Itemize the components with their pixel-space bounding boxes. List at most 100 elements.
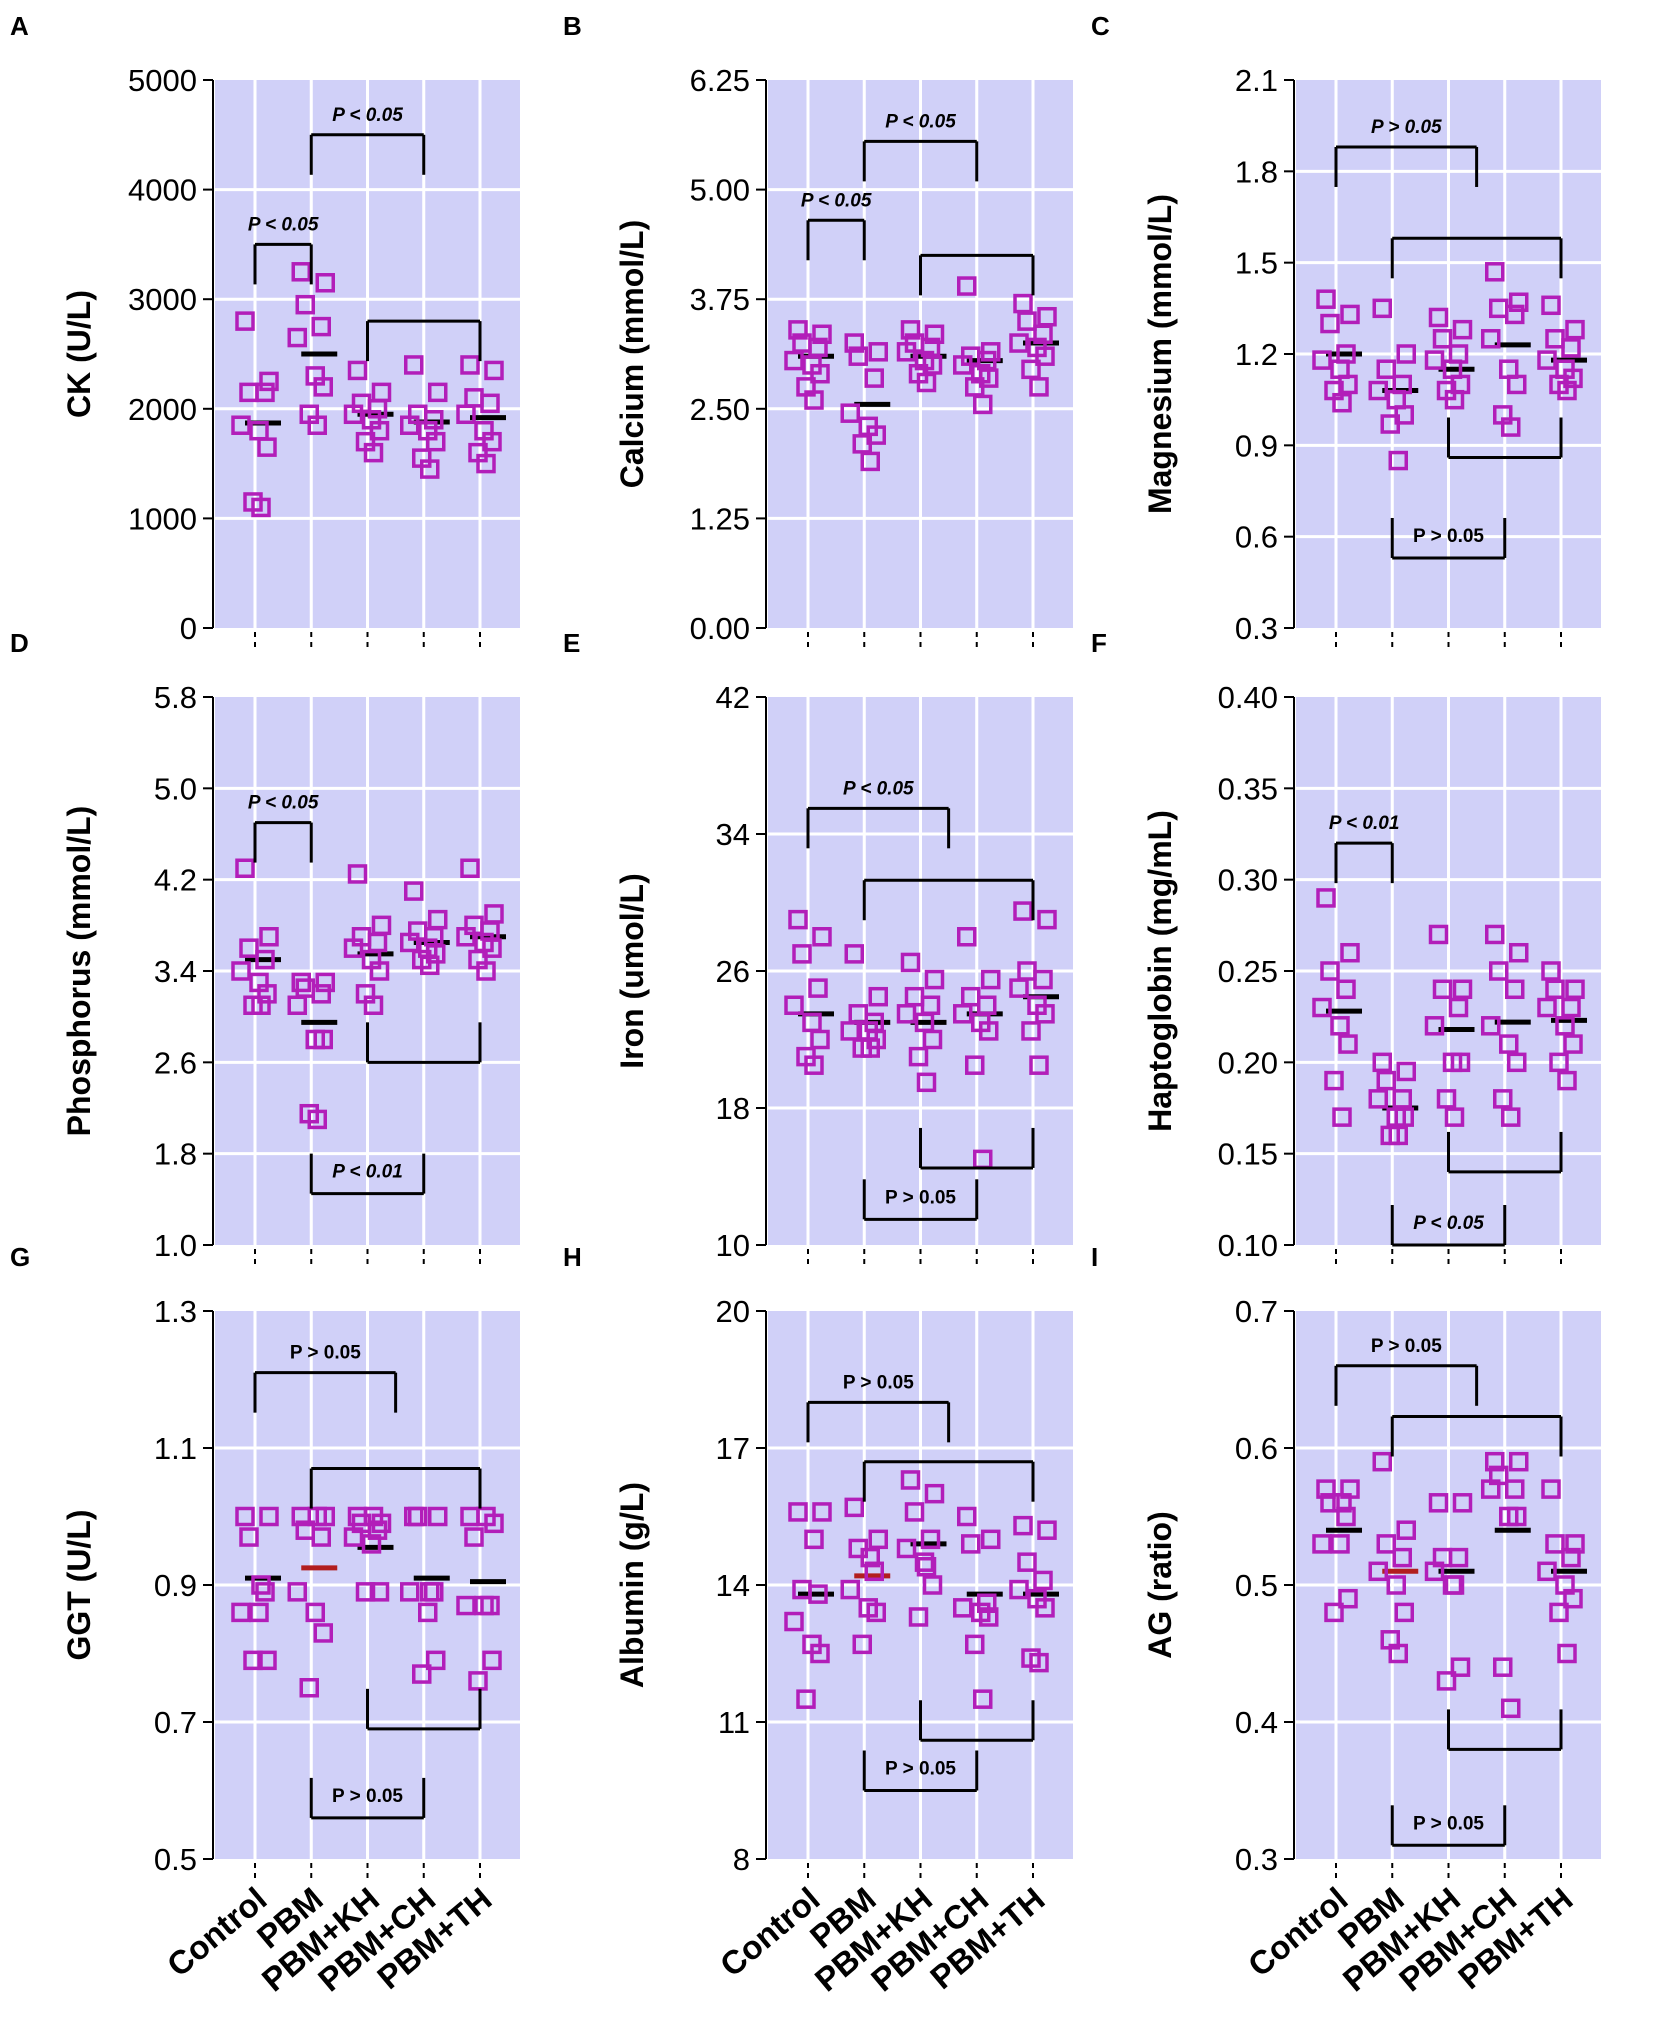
y-tick-label: 0.6 <box>1235 1431 1278 1466</box>
p-value-label: P > 0.05 <box>885 1759 956 1780</box>
data-point <box>1336 1506 1356 1527</box>
data-point <box>468 1671 488 1691</box>
data-point <box>369 1582 390 1602</box>
data-point <box>456 404 476 425</box>
panel-d: 1.0 1.8 2.6 3.4 4.2 5.0 5.8 Phosphorus (mmol/L)… <box>10 628 520 1267</box>
data-point <box>1428 1493 1449 1513</box>
data-point <box>313 1623 333 1643</box>
data-point <box>251 995 271 1015</box>
data-point <box>1501 1698 1521 1719</box>
y-tick-label: 18 <box>716 1091 750 1126</box>
y-axis-label: Haptoglobin (mg/mL) <box>1142 810 1178 1132</box>
data-point <box>1505 1479 1525 1499</box>
y-tick-label: 0.15 <box>1218 1137 1278 1172</box>
panel-letter: I <box>1091 1242 1098 1272</box>
data-point <box>1507 374 1527 395</box>
panel-i: 0.3 0.4 0.5 0.6 0.7 AG (ratio) I P > 0.05 P > 0.… <box>1091 1242 1601 1881</box>
data-point <box>860 451 880 472</box>
data-point <box>257 1650 277 1671</box>
data-point <box>313 1029 333 1050</box>
data-point <box>973 1689 993 1709</box>
data-point <box>343 1527 364 1547</box>
data-point <box>1376 359 1396 379</box>
data-point <box>900 1470 921 1490</box>
y-tick-label: 8 <box>733 1842 750 1877</box>
data-point <box>868 1529 888 1550</box>
y-tick-label: 10 <box>716 1228 750 1263</box>
data-point <box>953 1598 973 1618</box>
data-point <box>1396 344 1416 364</box>
data-point <box>428 382 448 403</box>
y-tick-label: 2.6 <box>154 1045 197 1080</box>
data-point <box>1388 450 1408 471</box>
data-point <box>299 1678 319 1698</box>
data-point <box>1549 1602 1569 1623</box>
data-point <box>922 1029 943 1050</box>
data-point <box>315 273 335 293</box>
data-point <box>428 1506 448 1527</box>
data-point <box>235 858 255 878</box>
data-point <box>812 1502 832 1522</box>
y-tick-label: 0.4 <box>1235 1705 1278 1740</box>
data-point <box>864 1561 884 1582</box>
y-axis-label: AG (ratio) <box>1142 1511 1178 1659</box>
data-point <box>1324 1070 1344 1091</box>
data-point <box>1561 997 1581 1018</box>
data-point <box>1485 924 1505 945</box>
p-value-label: P < 0.05 <box>885 111 956 132</box>
data-point <box>1332 1107 1352 1127</box>
data-point <box>844 333 864 353</box>
data-point <box>291 262 311 282</box>
data-point <box>1340 942 1360 963</box>
data-point <box>924 969 945 990</box>
data-point <box>400 415 420 435</box>
data-point <box>1424 1016 1445 1036</box>
data-point <box>900 952 921 973</box>
data-point <box>343 404 364 425</box>
data-point <box>1428 307 1449 328</box>
data-point <box>810 363 830 384</box>
data-point <box>1436 1089 1457 1109</box>
data-point <box>307 1109 327 1130</box>
data-point <box>1312 350 1332 370</box>
data-point <box>1565 979 1585 1000</box>
data-point <box>1505 304 1525 325</box>
data-point <box>896 1538 917 1559</box>
p-value-label: P > 0.05 <box>1371 1336 1442 1357</box>
data-point <box>1035 1004 1055 1024</box>
data-point <box>1424 1561 1445 1582</box>
panel-g: 0.5 0.7 0.9 1.1 1.3 GGT (U/L) G P > 0.05 P > 0.0… <box>10 1242 520 1881</box>
y-tick-label: 2000 <box>128 392 197 427</box>
data-point <box>420 1582 440 1602</box>
data-point <box>1338 374 1358 395</box>
data-point <box>1537 997 1557 1018</box>
data-point <box>484 360 504 381</box>
y-tick-label: 0.25 <box>1218 954 1278 989</box>
y-tick-label: 20 <box>716 1294 750 1329</box>
y-tick-label: 0.9 <box>154 1568 197 1603</box>
data-point <box>792 944 812 964</box>
y-tick-label: 4.2 <box>154 863 197 898</box>
y-tick-label: 0.3 <box>1235 1842 1278 1877</box>
data-point <box>1545 1534 1565 1554</box>
data-point <box>1368 1561 1388 1582</box>
data-point <box>1541 295 1561 316</box>
data-point <box>1009 978 1029 998</box>
y-tick-label: 0.6 <box>1235 520 1278 555</box>
data-point <box>804 1055 824 1075</box>
data-point <box>1485 1451 1505 1472</box>
data-point <box>1541 1479 1561 1499</box>
data-point <box>1561 338 1581 358</box>
y-tick-label: 1.1 <box>154 1431 197 1466</box>
data-point <box>1452 979 1473 1000</box>
data-point <box>979 1021 999 1041</box>
data-point <box>1368 380 1388 401</box>
data-point <box>482 1650 502 1671</box>
y-tick-label: 17 <box>716 1431 750 1466</box>
data-point <box>1392 1089 1412 1109</box>
data-point <box>259 371 279 392</box>
y-axis-label: Iron (umol/L) <box>614 873 650 1069</box>
data-point <box>305 1602 325 1623</box>
data-point <box>363 1506 384 1527</box>
